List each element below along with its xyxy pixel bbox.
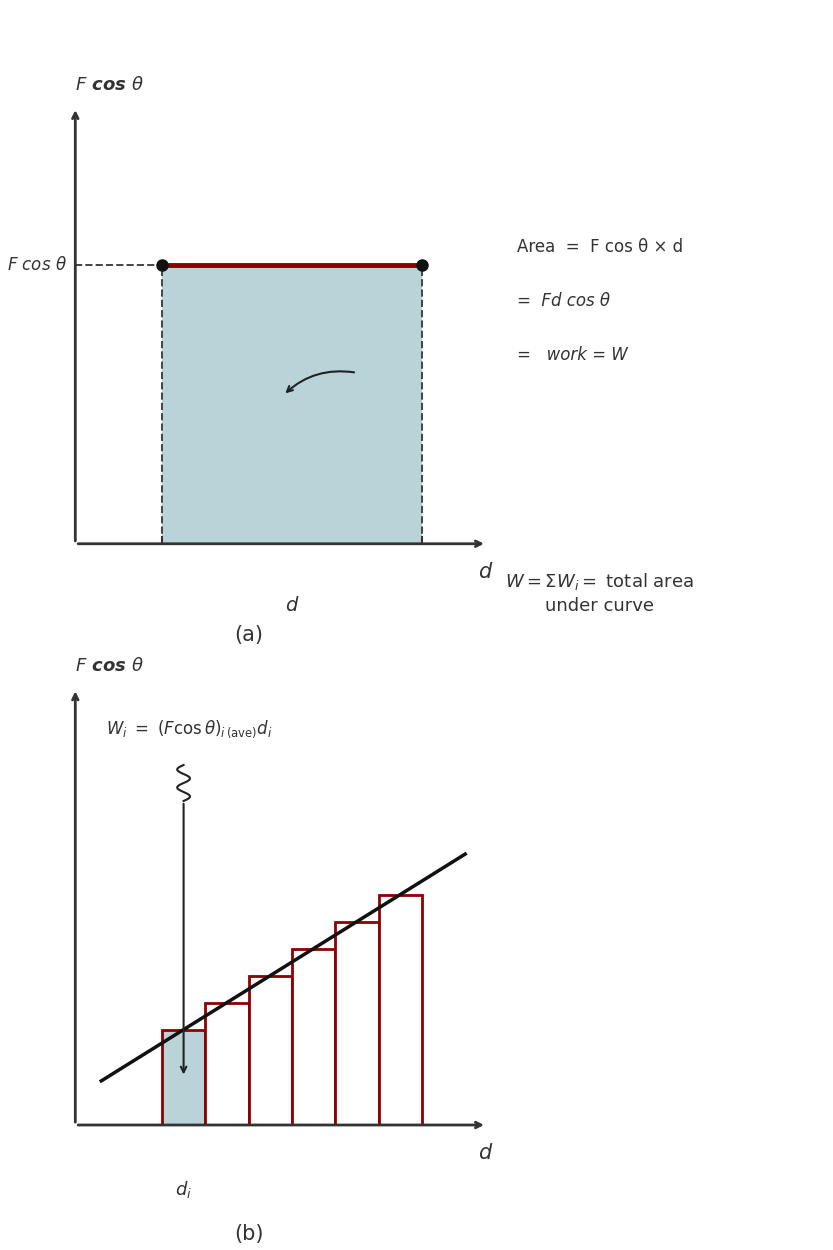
Text: $F$ cos $\theta$: $F$ cos $\theta$ <box>75 76 145 94</box>
Bar <box>162 265 421 544</box>
Bar <box>162 1030 205 1125</box>
Text: =   work = W: = work = W <box>517 346 628 364</box>
Bar <box>205 1003 248 1125</box>
Text: $W_i\ =\ (F\cos\theta)_{i\,\mathrm{(ave)}}d_i$: $W_i\ =\ (F\cos\theta)_{i\,\mathrm{(ave)… <box>106 719 272 740</box>
Bar <box>378 895 421 1125</box>
Text: (a): (a) <box>234 625 263 645</box>
Text: $W = \Sigma W_i =$ total area: $W = \Sigma W_i =$ total area <box>506 571 694 591</box>
Text: =  Fd cos θ: = Fd cos θ <box>517 291 610 310</box>
Text: $F$ cos $\theta$: $F$ cos $\theta$ <box>75 658 145 675</box>
Text: (b): (b) <box>234 1224 263 1244</box>
Text: $d_i$: $d_i$ <box>175 1179 192 1200</box>
Text: Area  =  F cos θ × d: Area = F cos θ × d <box>517 238 683 256</box>
Text: $d$: $d$ <box>478 1142 493 1162</box>
Bar <box>292 949 335 1125</box>
Bar <box>335 921 378 1125</box>
Text: $F$ cos $\theta$: $F$ cos $\theta$ <box>7 256 67 274</box>
Text: under curve: under curve <box>546 598 654 615</box>
Bar <box>248 975 292 1125</box>
Text: $d$: $d$ <box>478 561 493 581</box>
Text: $d$: $d$ <box>285 595 299 615</box>
